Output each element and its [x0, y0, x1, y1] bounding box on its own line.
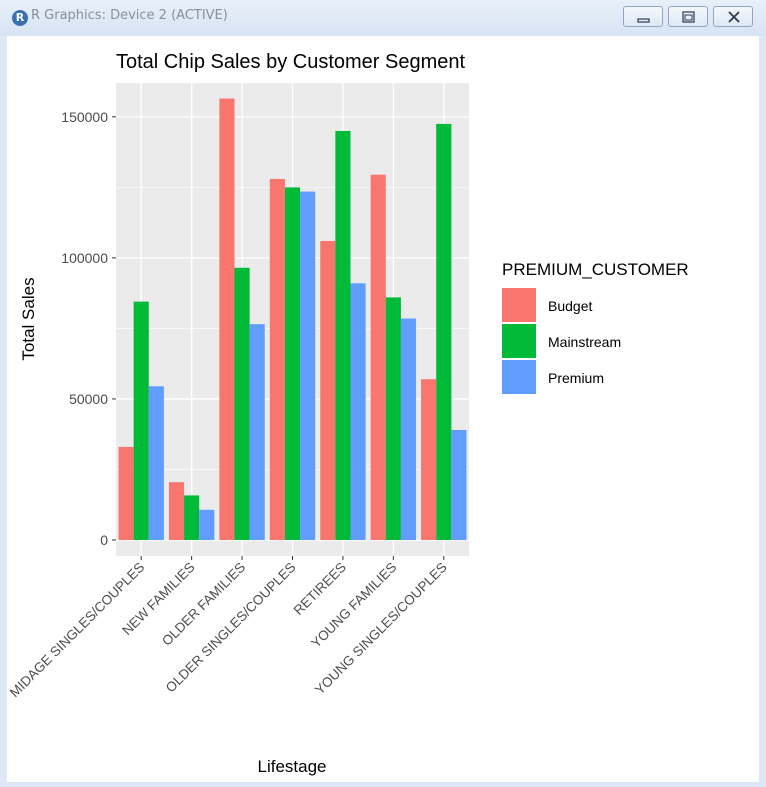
bar-mainstream — [184, 495, 200, 540]
chart-title: Total Chip Sales by Customer Segment — [116, 51, 465, 73]
chart-svg: Total Chip Sales by Customer Segment 0 50… — [7, 51, 689, 776]
legend: PREMIUM_CUSTOMER Budget Mainstream Premium — [502, 260, 689, 394]
legend-label: Budget — [548, 298, 592, 314]
bar-mainstream — [385, 297, 401, 540]
bar-budget — [370, 174, 386, 540]
bar-premium — [400, 318, 417, 540]
restore-icon — [682, 11, 695, 23]
bar-mainstream — [284, 187, 301, 541]
minimize-button[interactable] — [623, 6, 663, 27]
bar-budget — [118, 446, 134, 540]
bar-budget — [320, 240, 336, 540]
y-tick-label: 150000 — [61, 109, 108, 125]
bar-budget — [421, 379, 437, 540]
bar-budget — [219, 98, 235, 540]
plot-canvas: Total Chip Sales by Customer Segment 0 50… — [7, 36, 759, 782]
y-tick-label: 50000 — [69, 391, 108, 407]
y-axis-title: Total Sales — [19, 277, 38, 360]
bar-premium — [300, 191, 316, 540]
bars — [118, 98, 467, 541]
minimize-icon — [637, 18, 650, 23]
legend-title: PREMIUM_CUSTOMER — [502, 260, 689, 279]
x-axis-title: Lifestage — [258, 757, 327, 776]
close-button[interactable] — [713, 6, 753, 27]
window-title: R Graphics: Device 2 (ACTIVE) — [31, 8, 228, 23]
legend-label: Mainstream — [548, 334, 621, 350]
r-logo-icon: R — [12, 10, 28, 26]
bar-premium — [451, 429, 467, 540]
legend-label: Premium — [548, 370, 604, 386]
legend-key-budget — [502, 288, 536, 322]
legend-key-premium — [502, 360, 536, 394]
x-tick-label: YOUNG FAMILIES — [308, 560, 399, 651]
bar-premium — [350, 283, 366, 540]
legend-key-mainstream — [502, 324, 536, 358]
bar-budget — [269, 178, 285, 540]
bar-mainstream — [133, 301, 149, 540]
y-tick-label: 0 — [100, 532, 108, 548]
bar-mainstream — [234, 267, 250, 540]
y-tick-label: 100000 — [61, 250, 108, 266]
y-axis: 0 50000 100000 150000 — [61, 109, 116, 548]
title-bar[interactable]: R R Graphics: Device 2 (ACTIVE) — [0, 0, 766, 36]
bar-premium — [148, 386, 164, 540]
bar-premium — [199, 509, 215, 540]
restore-button[interactable] — [668, 6, 708, 27]
bar-mainstream — [436, 123, 452, 540]
close-icon — [728, 11, 740, 23]
bar-mainstream — [335, 130, 351, 540]
bar-budget — [168, 482, 185, 540]
bar-premium — [249, 324, 265, 540]
